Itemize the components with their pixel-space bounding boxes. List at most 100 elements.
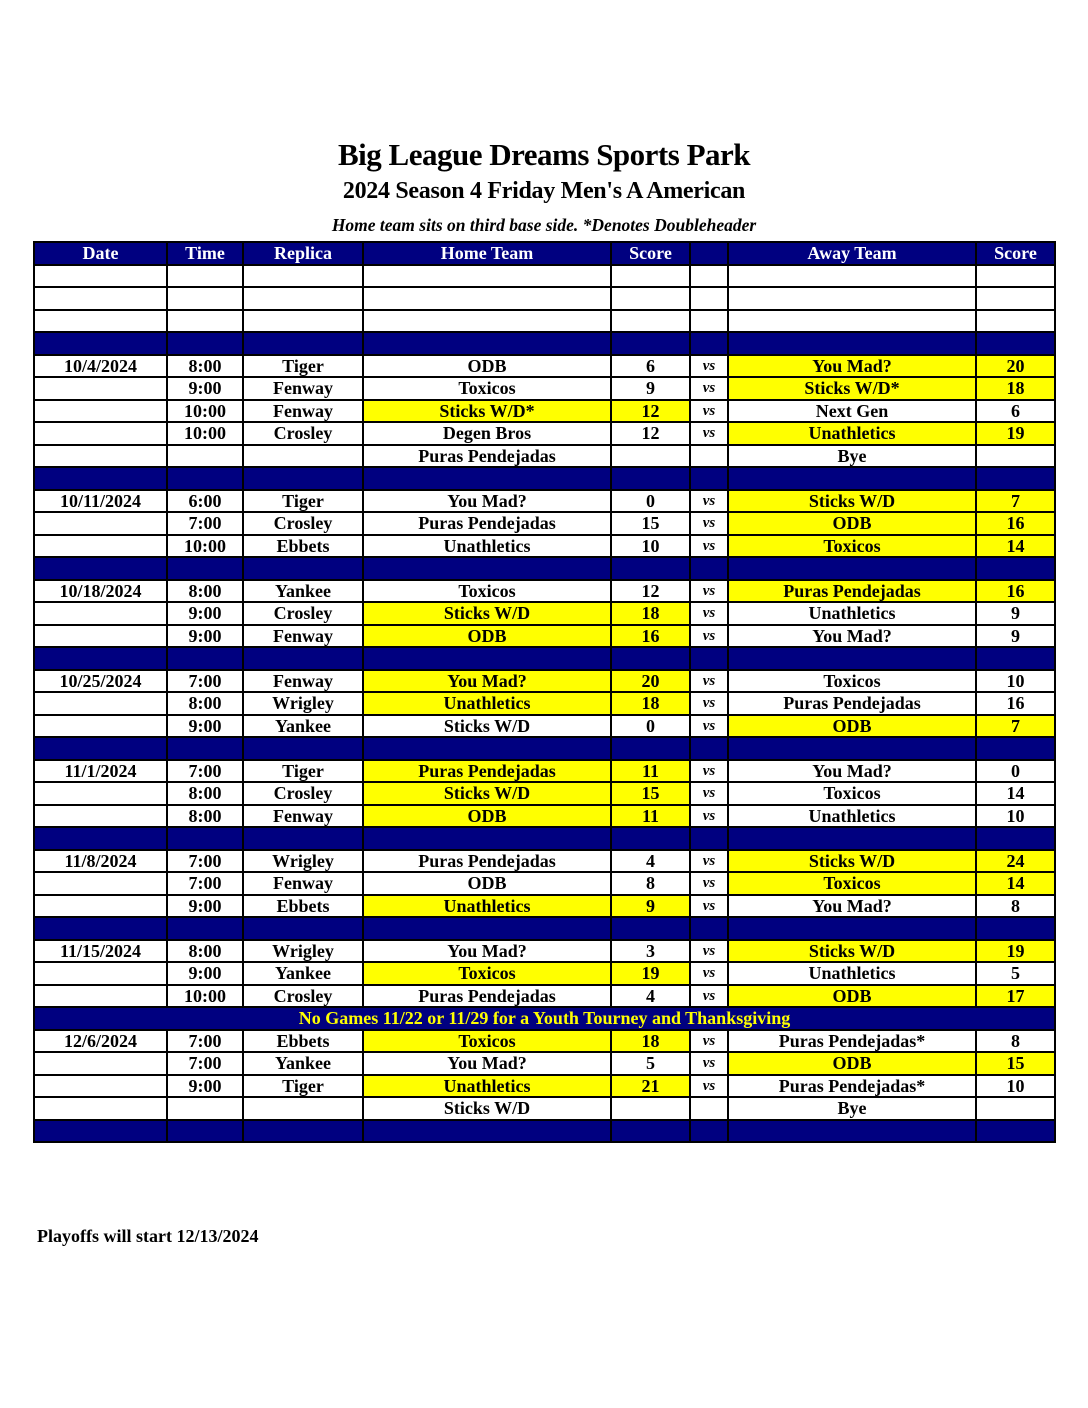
time-cell: 10:00: [166, 533, 244, 558]
replica-cell: Crosley: [242, 983, 364, 1008]
home-score-cell: 4: [610, 848, 691, 873]
game-row: 9:00 Yankee Sticks W/D 0 vs ODB 7: [33, 713, 1056, 738]
vs-cell: [689, 916, 729, 941]
away-team-cell: Sticks W/D: [727, 938, 977, 963]
game-row: 10/4/2024 8:00 Tiger ODB 6 vs You Mad? 20: [33, 353, 1056, 378]
away-team-cell: Unathletics: [727, 803, 977, 828]
vs-cell: [689, 1096, 729, 1121]
time-cell: [166, 646, 244, 671]
time-cell: [166, 263, 244, 288]
away-score-cell: 6: [975, 398, 1056, 423]
home-team-cell: [362, 286, 612, 311]
date-cell: [33, 1118, 168, 1143]
time-cell: 7:00: [166, 668, 244, 693]
home-score-cell: 18: [610, 601, 691, 626]
time-cell: 8:00: [166, 578, 244, 603]
vs-cell: [689, 646, 729, 671]
home-team-cell: Unathletics: [362, 691, 612, 716]
away-team-cell: Puras Pendejadas: [727, 691, 977, 716]
replica-cell: [242, 916, 364, 941]
away-score-cell: 14: [975, 781, 1056, 806]
replica-cell: [242, 1118, 364, 1143]
replica-cell: Fenway: [242, 398, 364, 423]
away-score-cell: 20: [975, 353, 1056, 378]
away-score-cell: 10: [975, 1073, 1056, 1098]
game-row: 7:00 Yankee You Mad? 5 vs ODB 15: [33, 1051, 1056, 1076]
home-score-cell: [610, 331, 691, 356]
vs-cell: vs: [689, 601, 729, 626]
week-separator-row: [33, 556, 1056, 581]
away-score-cell: [975, 443, 1056, 468]
home-team-cell: Puras Pendejadas: [362, 443, 612, 468]
date-cell: 10/11/2024: [33, 488, 168, 513]
away-team-cell: Sticks W/D: [727, 848, 977, 873]
home-team-cell: Puras Pendejadas: [362, 758, 612, 783]
vs-cell: [689, 331, 729, 356]
time-cell: 7:00: [166, 758, 244, 783]
vs-cell: vs: [689, 533, 729, 558]
home-score-cell: 3: [610, 938, 691, 963]
vs-cell: [689, 1118, 729, 1143]
time-cell: 10:00: [166, 421, 244, 446]
time-cell: [166, 826, 244, 851]
away-score-cell: 7: [975, 713, 1056, 738]
date-cell: [33, 601, 168, 626]
game-row: 8:00 Fenway ODB 11 vs Unathletics 10: [33, 803, 1056, 828]
away-team-cell: Sticks W/D: [727, 488, 977, 513]
vs-cell: vs: [689, 983, 729, 1008]
away-team-cell: Toxicos: [727, 668, 977, 693]
date-cell: 12/6/2024: [33, 1028, 168, 1053]
date-cell: [33, 893, 168, 918]
away-team-cell: Unathletics: [727, 421, 977, 446]
vs-cell: [689, 736, 729, 761]
replica-cell: [242, 646, 364, 671]
replica-cell: [242, 331, 364, 356]
date-cell: 11/1/2024: [33, 758, 168, 783]
date-cell: [33, 713, 168, 738]
vs-cell: vs: [689, 353, 729, 378]
away-score-cell: 0: [975, 758, 1056, 783]
home-score-cell: [610, 646, 691, 671]
replica-cell: Fenway: [242, 871, 364, 896]
time-cell: 8:00: [166, 803, 244, 828]
time-cell: 9:00: [166, 623, 244, 648]
date-cell: [33, 623, 168, 648]
vs-cell: [689, 826, 729, 851]
home-score-cell: 11: [610, 758, 691, 783]
time-cell: [166, 466, 244, 491]
away-team-cell: ODB: [727, 983, 977, 1008]
game-row: 11/15/2024 8:00 Wrigley You Mad? 3 vs Sticks W…: [33, 938, 1056, 963]
away-team-cell: ODB: [727, 713, 977, 738]
time-cell: 10:00: [166, 983, 244, 1008]
blank-row: [33, 263, 1056, 288]
game-row: 9:00 Crosley Sticks W/D 18 vs Unathletics 9: [33, 601, 1056, 626]
header-date: Date: [33, 241, 168, 266]
table-header-row: Date Time Replica Home Team Score Away T…: [33, 241, 1056, 266]
home-team-cell: [362, 466, 612, 491]
game-row: 9:00 Fenway Toxicos 9 vs Sticks W/D* 18: [33, 376, 1056, 401]
home-score-cell: [610, 1096, 691, 1121]
time-cell: 9:00: [166, 1073, 244, 1098]
vs-cell: vs: [689, 961, 729, 986]
time-cell: 8:00: [166, 781, 244, 806]
away-team-cell: Puras Pendejadas: [727, 578, 977, 603]
home-score-cell: 16: [610, 623, 691, 648]
date-cell: [33, 443, 168, 468]
date-cell: [33, 781, 168, 806]
header-time: Time: [166, 241, 244, 266]
replica-cell: [242, 443, 364, 468]
away-score-cell: 5: [975, 961, 1056, 986]
time-cell: 7:00: [166, 848, 244, 873]
vs-cell: vs: [689, 691, 729, 716]
replica-cell: [242, 736, 364, 761]
time-cell: [166, 736, 244, 761]
time-cell: [166, 1118, 244, 1143]
game-row: 10:00 Fenway Sticks W/D* 12 vs Next Gen 6: [33, 398, 1056, 423]
week-separator-row: [33, 1118, 1056, 1143]
header-home-score: Score: [610, 241, 691, 266]
home-team-cell: Sticks W/D: [362, 601, 612, 626]
away-team-cell: [727, 556, 977, 581]
home-team-cell: ODB: [362, 353, 612, 378]
home-score-cell: 12: [610, 421, 691, 446]
date-cell: [33, 286, 168, 311]
